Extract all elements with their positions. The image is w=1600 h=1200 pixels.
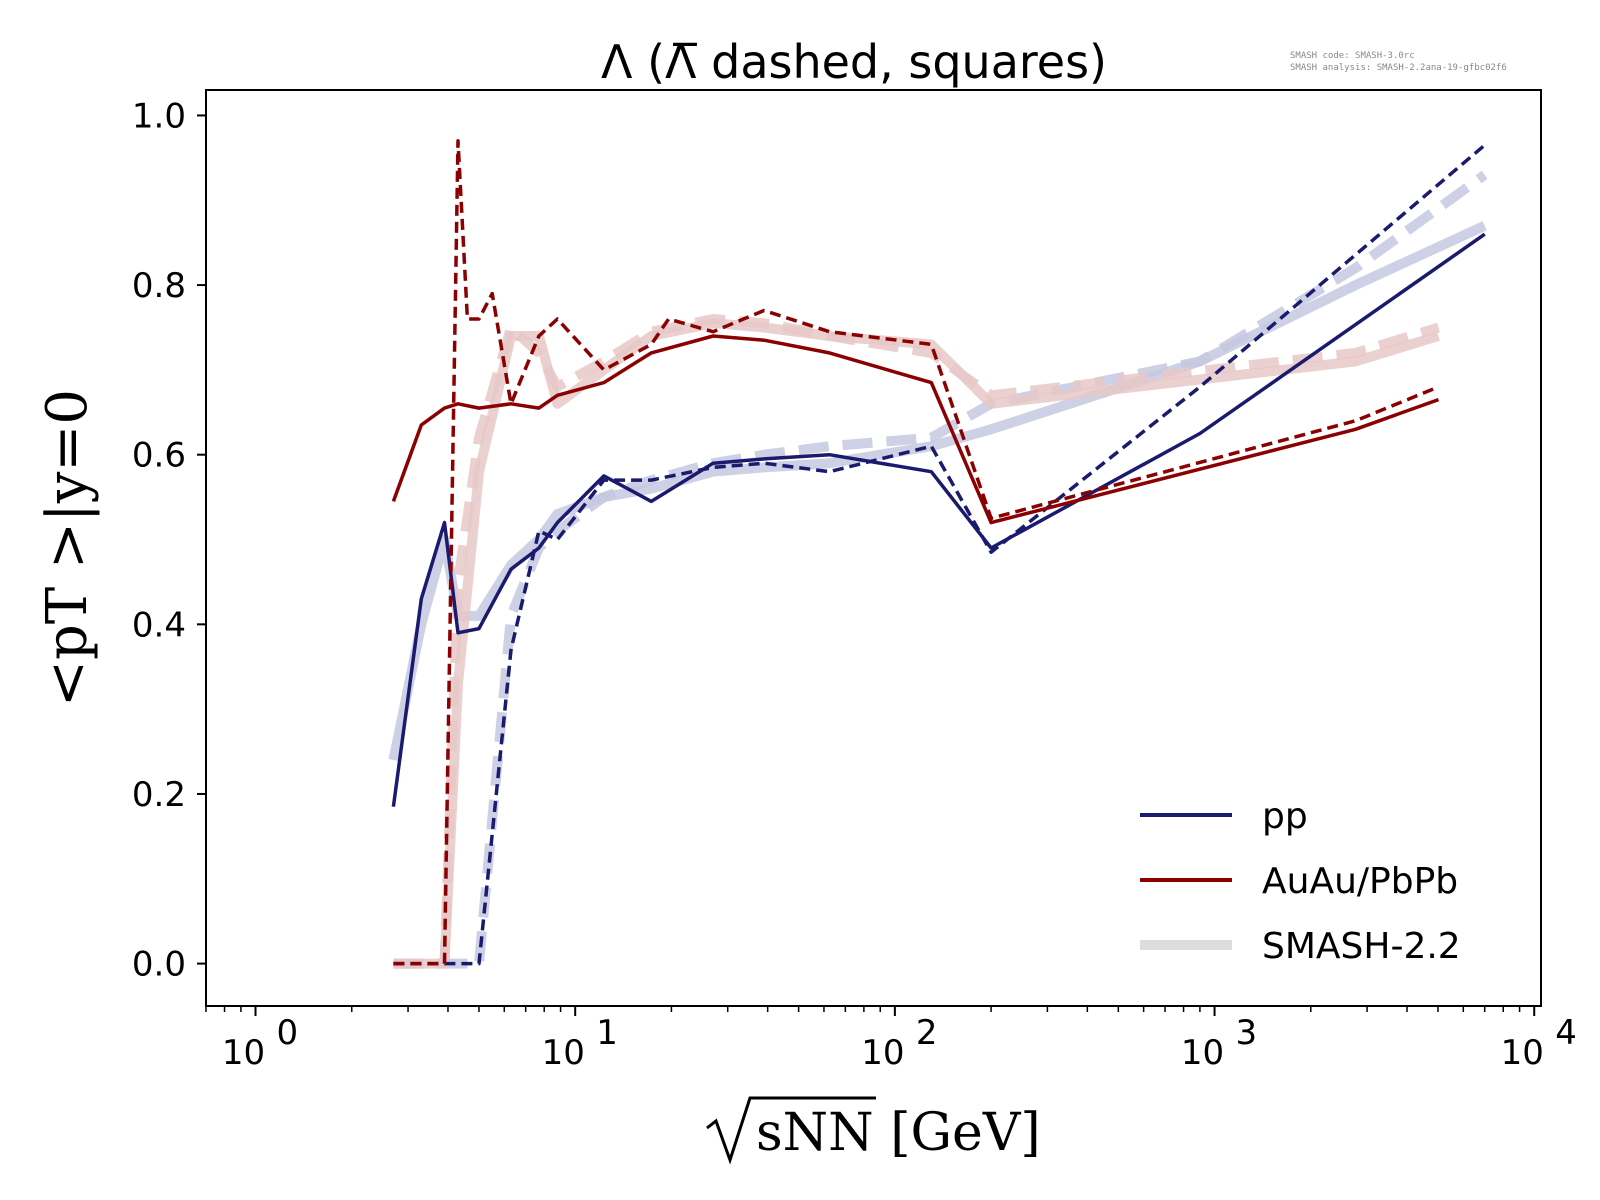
y-tick-label: 0.0 [132, 945, 186, 985]
y-axis-label-text: <pT >|y=0 [35, 389, 100, 707]
tick-layer: 0.0 0.2 0.4 0.6 0.8 1.0 10 0 10 1 10 2 10 3 10 4 [132, 96, 1577, 1073]
legend-label-auau: AuAu/PbPb [1262, 861, 1458, 902]
watermark-analysis: SMASH analysis: SMASH-2.2ana-19-gfbc02f6 [1290, 63, 1507, 73]
y-axis-label: <pT >|y=0 [35, 389, 100, 707]
series-line-auau-pbpb [391, 334, 1440, 525]
x-tick-exponent: 1 [596, 1013, 618, 1053]
x-tick-exponent: 3 [1236, 1013, 1258, 1053]
sqrt-symbol [706, 1096, 876, 1165]
x-axis-label-text: sNN [GeV] [756, 1103, 1041, 1163]
series-line-pp [391, 232, 1486, 807]
y-tick-label: 0.6 [132, 436, 186, 476]
y-tick-label: 0.4 [132, 605, 186, 645]
legend: pp AuAu/PbPb SMASH-2.2 [1140, 796, 1461, 967]
y-tick-label: 0.2 [132, 775, 186, 815]
plot-frame [205, 89, 1542, 1007]
series-layer [388, 139, 1488, 969]
legend-label-smash: SMASH-2.2 [1262, 926, 1461, 967]
x-tick-label: 10 [222, 1033, 265, 1073]
legend-label-pp: pp [1262, 796, 1308, 837]
x-tick-label: 10 [861, 1033, 904, 1073]
x-tick-exponent: 0 [277, 1013, 299, 1053]
x-tick-label: 10 [542, 1033, 585, 1073]
series-line-pp-smash-2-2 [393, 170, 1488, 969]
series-line-auau-pbpb [393, 139, 1440, 966]
y-tick-label: 1.0 [132, 96, 186, 136]
y-tick-label: 0.8 [132, 266, 186, 306]
watermark-code: SMASH code: SMASH-3.0rc [1290, 51, 1415, 61]
x-tick-exponent: 2 [916, 1013, 938, 1053]
x-tick-label: 10 [1501, 1033, 1544, 1073]
series-line-pp [393, 143, 1486, 966]
chart-title: Λ (Λ̅ dashed, squares) [601, 35, 1107, 89]
x-tick-exponent: 4 [1555, 1013, 1577, 1053]
x-axis-label: sNN [GeV] [706, 1096, 1041, 1165]
series-line-pp-smash-2-2 [388, 221, 1487, 762]
x-tick-label: 10 [1181, 1033, 1224, 1073]
